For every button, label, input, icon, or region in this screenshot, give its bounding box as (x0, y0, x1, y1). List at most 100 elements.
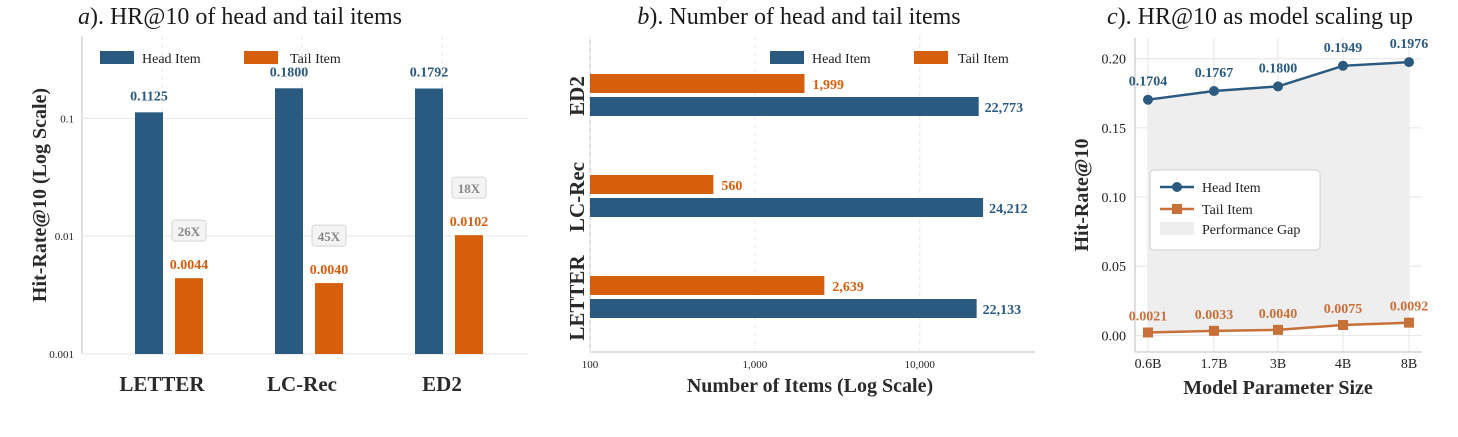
panel-b-bars: 1,999 22,773 ED2 560 24,212 LC-Rec 2,639 22,133… (565, 74, 1028, 341)
point-tail (1404, 317, 1414, 328)
data-label-head: 22,133 (983, 303, 1022, 318)
bar-tail-LC-Rec (315, 283, 343, 354)
x-tick-label: 4B (1335, 357, 1351, 372)
panel-a-y-ticks: 0.001 0.01 0.1 (49, 113, 74, 361)
data-label-head: 0.1800 (1259, 61, 1298, 76)
data-label-tail: 2,639 (832, 280, 864, 295)
x-category-label: LETTER (119, 372, 205, 396)
panel-b-title: b). Number of head and tail items (637, 4, 960, 30)
panel-a-title-rest: ). HR@10 of head and tail items (90, 4, 402, 30)
y-tick-label: 0.05 (1102, 260, 1127, 275)
data-label-head: 0.1792 (410, 66, 449, 81)
x-tick-label: 1.7B (1201, 357, 1228, 372)
panel-a: a). HR@10 of head and tail items 0.0010.… (29, 4, 528, 396)
y-category-label: LETTER (565, 255, 589, 341)
ratio-label: 45X (318, 229, 341, 244)
data-label-head: 0.1800 (270, 65, 309, 80)
legend-marker-head (1172, 182, 1182, 192)
y-category-label: ED2 (565, 76, 589, 116)
legend-label-gap: Performance Gap (1202, 223, 1300, 238)
panel-c-title: c). HR@10 as model scaling up (1107, 4, 1413, 30)
ratio-badge (171, 219, 207, 242)
bar-head-LC-Rec (590, 198, 984, 217)
data-label-tail: 0.0040 (310, 263, 349, 278)
panel-a-title-prefix: a (78, 4, 90, 30)
bar-tail-ED2 (455, 235, 483, 354)
legend-label-tail: Tail Item (290, 52, 341, 67)
point-head (1273, 81, 1283, 92)
legend-label-head: Head Item (1202, 181, 1261, 196)
legend-label-head: Head Item (142, 52, 201, 67)
data-label-tail: 0.0033 (1195, 308, 1234, 323)
ratio-label: 26X (178, 224, 201, 239)
x-tick-label: 8B (1401, 357, 1417, 372)
panel-a-legend: Head Item Tail Item (100, 51, 341, 67)
panel-a-title: a). HR@10 of head and tail items (78, 4, 402, 30)
y-tick-label: 0.10 (1102, 191, 1127, 206)
panel-a-y-axis-label: Hit-Rate@10 (Log Scale) (29, 88, 51, 302)
bar-tail-LC-Rec (590, 175, 714, 194)
ratio-badge (451, 176, 487, 199)
x-tick-label: 100 (582, 359, 599, 371)
bar-head-LC-Rec (275, 88, 303, 354)
legend-label-tail: Tail Item (1202, 203, 1253, 218)
data-label-tail: 0.0021 (1129, 309, 1168, 324)
panel-c-x-ticks: 0.6B 1.7B 3B 4B 8B (1135, 357, 1418, 372)
x-tick-label: 3B (1270, 357, 1286, 372)
panel-c-lines: 0.1704 0.1767 0.1800 0.1949 0.1976 0.0021 0.00… (1129, 37, 1429, 338)
y-tick-label: 0.1 (60, 113, 74, 125)
legend-swatch-head (770, 51, 804, 64)
panel-c-title-prefix: c (1107, 4, 1118, 30)
panel-c-title-rest: ). HR@10 as model scaling up (1118, 4, 1413, 30)
y-tick-label: 0.001 (49, 349, 74, 361)
legend-swatch-head (100, 51, 134, 64)
y-tick-label: 0.01 (55, 231, 74, 243)
bar-head-LETTER (135, 112, 163, 354)
point-tail (1338, 320, 1348, 331)
y-tick-label: 0.00 (1102, 329, 1127, 344)
data-label-head: 0.1976 (1390, 37, 1429, 52)
data-label-head: 22,773 (985, 101, 1024, 116)
panel-b-title-prefix: b (637, 4, 649, 30)
data-label-tail: 560 (721, 179, 742, 194)
point-tail (1209, 325, 1219, 336)
data-label-tail: 0.0075 (1324, 302, 1363, 317)
data-label-head: 24,212 (989, 202, 1027, 217)
y-tick-label: 0.20 (1102, 53, 1127, 68)
data-label-tail: 0.0092 (1390, 300, 1429, 315)
data-label-head: 0.1704 (1129, 75, 1168, 90)
x-category-label: ED2 (422, 372, 462, 396)
bar-head-ED2 (590, 97, 979, 116)
panel-c-x-axis-label: Model Parameter Size (1183, 377, 1373, 399)
data-label-tail: 0.0102 (450, 215, 489, 230)
data-label-head: 0.1125 (130, 89, 168, 104)
ratio-label: 18X (458, 181, 481, 196)
ratio-badge (311, 224, 347, 247)
y-category-label: LC-Rec (565, 162, 589, 232)
data-label-tail: 1,999 (812, 78, 844, 93)
bar-tail-LETTER (590, 276, 825, 295)
legend-swatch-tail (244, 51, 278, 64)
point-head (1143, 94, 1153, 105)
panel-c-y-axis-label: Hit-Rate@10 (1071, 138, 1093, 251)
panel-c-legend: Head Item Tail Item Performance Gap (1149, 169, 1321, 251)
panel-b-legend: Head Item Tail Item (770, 51, 1009, 67)
point-head (1338, 60, 1348, 71)
data-label-tail: 0.0044 (170, 258, 209, 273)
panel-b: b). Number of head and tail items 100 1,0… (565, 4, 1035, 397)
legend-marker-tail (1172, 204, 1182, 214)
panel-c: c). HR@10 as model scaling up 0.00 0.05 0.… (1071, 4, 1428, 399)
bar-head-ED2 (415, 88, 443, 354)
point-head (1404, 57, 1414, 68)
panel-b-x-axis-label: Number of Items (Log Scale) (687, 375, 933, 397)
legend-label-head: Head Item (812, 52, 871, 67)
legend-label-tail: Tail Item (958, 52, 1009, 67)
x-tick-label: 1,000 (743, 359, 768, 371)
panel-b-title-rest: ). Number of head and tail items (649, 4, 960, 30)
point-tail (1143, 327, 1153, 338)
panel-c-y-ticks: 0.00 0.05 0.10 0.15 0.20 (1102, 53, 1127, 345)
data-label-head: 0.1767 (1195, 66, 1234, 81)
panel-b-x-ticks: 100 1,000 10,000 (582, 359, 936, 371)
legend-swatch-tail (914, 51, 948, 64)
